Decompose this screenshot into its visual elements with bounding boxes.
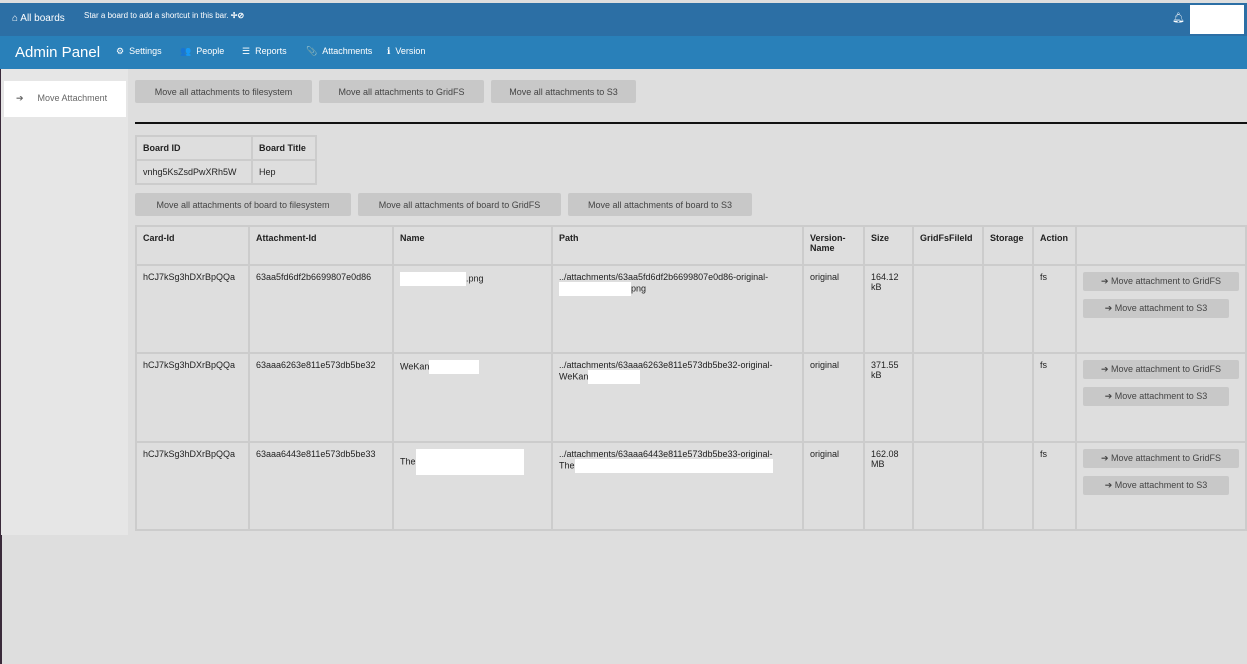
nav-settings[interactable]: ⚙ Settings	[116, 46, 162, 56]
header-name: Name	[392, 225, 553, 266]
redacted	[429, 360, 480, 374]
header-path: Path	[551, 225, 804, 266]
move-all-filesystem-button[interactable]: Move all attachments to filesystem	[135, 80, 312, 103]
info-icon: ℹ	[387, 46, 391, 56]
action-cell: ➔ Move attachment to GridFS ➔ Move attach…	[1075, 264, 1247, 354]
nav-attachments[interactable]: 📎 Attachments	[306, 46, 373, 56]
paperclip-icon: 📎	[306, 46, 318, 56]
action-storage: fs	[1032, 441, 1077, 531]
size: 162.08 MB	[863, 441, 914, 531]
gridfs-file-id	[912, 352, 984, 443]
table-row: hCJ7kSg3hDXrBpQQa 63aa5fd6df2b6699807e0d…	[135, 264, 1247, 354]
home-icon: ⌂	[12, 13, 19, 24]
move-to-gridfs-button[interactable]: ➔ Move attachment to GridFS	[1083, 272, 1239, 291]
storage	[982, 264, 1034, 354]
name-cell: WeKan	[392, 352, 553, 443]
board-title: Hep	[251, 159, 317, 185]
move-to-gridfs-button[interactable]: ➔ Move attachment to GridFS	[1083, 449, 1239, 468]
attachment-id: 63aaa6443e811e573db5be33	[248, 441, 394, 531]
card-id: hCJ7kSg3hDXrBpQQa	[135, 352, 250, 443]
header-board-id: Board ID	[135, 135, 253, 161]
path-cell: ../attachments/63aa5fd6df2b6699807e0d86-…	[551, 264, 804, 354]
path-cell: ../attachments/63aaa6263e811e573db5be32-…	[551, 352, 804, 443]
top-bar: ⌂ All boards Star a board to add a short…	[0, 3, 1247, 36]
redacted	[574, 459, 773, 473]
version-name: original	[802, 352, 865, 443]
action-cell: ➔ Move attachment to GridFS ➔ Move attach…	[1075, 352, 1247, 443]
gridfs-file-id	[912, 441, 984, 531]
name-cell: The	[392, 441, 553, 531]
people-icon: 👥	[180, 46, 192, 56]
arrow-right-icon: ➔	[16, 93, 24, 103]
storage	[982, 441, 1034, 531]
header-board-title: Board Title	[251, 135, 317, 161]
nav-version[interactable]: ℹ Version	[387, 46, 426, 56]
move-all-gridfs-button[interactable]: Move all attachments to GridFS	[319, 80, 484, 103]
move-to-s3-button[interactable]: ➔ Move attachment to S3	[1083, 387, 1229, 406]
header-gridfs-file-id: GridFsFileId	[912, 225, 984, 266]
redacted	[415, 449, 524, 475]
redacted	[559, 282, 631, 296]
redacted	[400, 272, 466, 286]
size: 371.55 kB	[863, 352, 914, 443]
action-cell: ➔ Move attachment to GridFS ➔ Move attach…	[1075, 441, 1247, 531]
header-attachment-id: Attachment-Id	[248, 225, 394, 266]
move-to-s3-button[interactable]: ➔ Move attachment to S3	[1083, 476, 1229, 495]
header-storage: Storage	[982, 225, 1034, 266]
all-boards-link[interactable]: ⌂ All boards	[12, 13, 65, 24]
table-row: hCJ7kSg3hDXrBpQQa 63aaa6443e811e573db5be…	[135, 441, 1247, 531]
attachment-id: 63aaa6263e811e573db5be32	[248, 352, 394, 443]
move-board-filesystem-button[interactable]: Move all attachments of board to filesys…	[135, 193, 351, 216]
gear-icon: ⚙	[116, 46, 125, 56]
storage	[982, 352, 1034, 443]
header-card-id: Card-Id	[135, 225, 250, 266]
size: 164.12 kB	[863, 264, 914, 354]
nav-people[interactable]: 👥 People	[180, 46, 225, 56]
attachments-table: Card-Id Attachment-Id Name Path Version-…	[135, 225, 1247, 531]
nav-reports[interactable]: ☰ Reports	[242, 46, 287, 56]
bell-icon[interactable]: 🔔︎	[1172, 13, 1185, 24]
header-version-name: Version-Name	[802, 225, 865, 266]
move-all-s3-button[interactable]: Move all attachments to S3	[491, 80, 636, 103]
version-name: original	[802, 264, 865, 354]
move-board-gridfs-button[interactable]: Move all attachments of board to GridFS	[358, 193, 561, 216]
name-cell: .png	[392, 264, 553, 354]
board-table: Board ID Board Title vnhg5KsZsdPwXRh5W Hep	[135, 135, 317, 185]
divider	[135, 122, 1247, 124]
sidebar: ➔ Move Attachment	[1, 69, 128, 535]
move-to-gridfs-button[interactable]: ➔ Move attachment to GridFS	[1083, 360, 1239, 379]
attachment-id: 63aa5fd6df2b6699807e0d86	[248, 264, 394, 354]
admin-header: Admin Panel ⚙ Settings 👥 People ☰ Reports 📎…	[0, 36, 1247, 69]
board-id: vnhg5KsZsdPwXRh5W	[135, 159, 253, 185]
card-id: hCJ7kSg3hDXrBpQQa	[135, 264, 250, 354]
table-row: hCJ7kSg3hDXrBpQQa 63aaa6263e811e573db5be…	[135, 352, 1247, 443]
page-title: Admin Panel	[15, 44, 101, 61]
action-storage: fs	[1032, 352, 1077, 443]
version-name: original	[802, 441, 865, 531]
card-id: hCJ7kSg3hDXrBpQQa	[135, 441, 250, 531]
list-icon: ☰	[242, 46, 251, 56]
header-empty	[1075, 225, 1247, 266]
move-to-s3-button[interactable]: ➔ Move attachment to S3	[1083, 299, 1229, 318]
move-board-s3-button[interactable]: Move all attachments of board to S3	[568, 193, 752, 216]
path-cell: ../attachments/63aaa6443e811e573db5be33-…	[551, 441, 804, 531]
shortcut-hint: Star a board to add a shortcut in this b…	[84, 11, 245, 20]
header-action: Action	[1032, 225, 1077, 266]
gridfs-file-id	[912, 264, 984, 354]
header-size: Size	[863, 225, 914, 266]
redacted	[588, 370, 641, 384]
action-storage: fs	[1032, 264, 1077, 354]
user-avatar[interactable]	[1190, 5, 1244, 34]
sidebar-item-move-attachment[interactable]: ➔ Move Attachment	[4, 81, 126, 117]
shortcut-icons[interactable]: ✢⊘	[230, 11, 245, 20]
